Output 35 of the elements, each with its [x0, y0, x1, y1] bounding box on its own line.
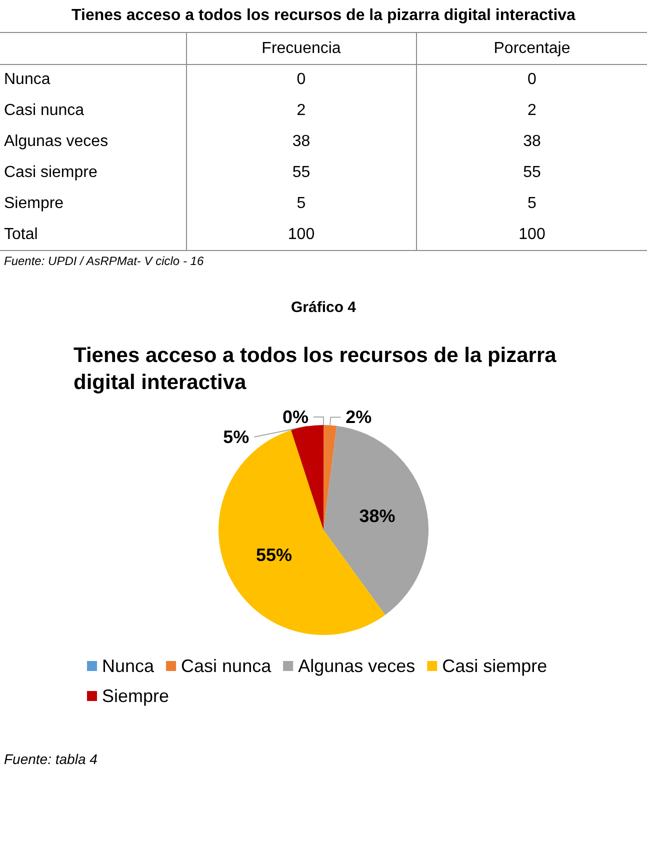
text: 0% [282, 407, 308, 427]
chart-title: Tienes acceso a todos los recursos de la pizarra digital interactiva [74, 344, 562, 394]
category-label: Casi siempre [0, 158, 186, 188]
legend-label: Casi siempre [442, 656, 548, 676]
category-label: Algunas veces [0, 126, 186, 158]
data-label: 100 [186, 220, 416, 250]
category-label: Total [0, 220, 186, 250]
legend-label: Algunas veces [298, 656, 416, 676]
data-label: 38 [186, 126, 416, 158]
data-label: 5% [223, 427, 250, 447]
text: Tienes acceso a todos los recursos de la pizarra digital interactiva [70, 6, 576, 26]
data-label: 55 [522, 163, 542, 183]
data-label: 55% [256, 545, 292, 566]
data-label: 2 [526, 101, 538, 121]
category-label: Nunca [0, 64, 186, 96]
data-label: 0 [186, 64, 416, 96]
text: Gráfico 4 [290, 299, 357, 316]
legend-label: Nunca [102, 656, 156, 676]
data-label: 2 [186, 96, 416, 126]
text: Frecuencia [186, 32, 416, 64]
data-label: 100 [518, 224, 546, 245]
text: Porcentaje [416, 32, 647, 64]
data-label: 5 [526, 194, 538, 214]
source-note: Fuente: tabla 4 [4, 751, 98, 767]
legend-label: Casi nunca [181, 656, 272, 676]
data-label: 55 [186, 158, 416, 188]
data-label: 38 [522, 132, 542, 152]
data-label: 0 [526, 70, 538, 90]
data-label: 2% [346, 407, 372, 428]
category-label: Casi nunca [0, 96, 186, 126]
data-label: 38% [359, 506, 396, 526]
data-label: 5 [186, 188, 416, 220]
legend-label: Siempre [102, 686, 170, 706]
source-note: Fuente: UPDI / AsRPMat- V ciclo - 16 [3, 254, 205, 268]
category-label: Siempre [0, 188, 186, 220]
